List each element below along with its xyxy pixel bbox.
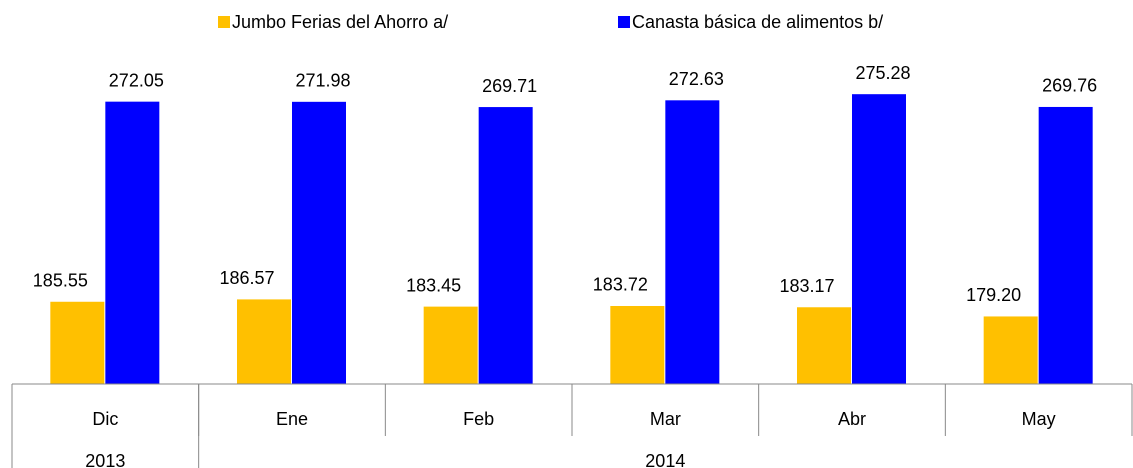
bar (665, 100, 720, 385)
x-tick-label: May (1022, 409, 1056, 429)
bar (237, 299, 291, 384)
x-tick-label: Ene (276, 409, 308, 429)
data-label: 269.76 (1042, 76, 1097, 96)
x-tick-label: Mar (650, 409, 681, 429)
bar (423, 306, 478, 384)
data-label: 185.55 (33, 271, 88, 291)
data-label: 269.71 (482, 76, 537, 96)
bar (852, 94, 906, 384)
data-label: 272.05 (109, 70, 164, 90)
legend-label: Jumbo Ferias del Ahorro a/ (232, 12, 448, 32)
x-tick-label: Feb (463, 409, 494, 429)
data-label: 183.17 (779, 276, 834, 296)
bar (983, 316, 1038, 384)
bar (292, 101, 346, 384)
group-label: 2013 (85, 451, 125, 468)
data-label: 271.98 (295, 71, 350, 91)
group-label: 2014 (645, 451, 685, 468)
legend-label: Canasta básica de alimentos b/ (632, 12, 883, 32)
data-label: 179.20 (966, 285, 1021, 305)
bar (610, 305, 665, 384)
bar (478, 107, 533, 385)
x-tick-label: Dic (92, 409, 118, 429)
legend-swatch (618, 16, 630, 28)
data-label: 186.57 (219, 268, 274, 288)
data-label: 272.63 (669, 69, 724, 89)
bar (105, 101, 160, 385)
x-tick-label: Abr (838, 409, 866, 429)
data-label: 275.28 (855, 63, 910, 83)
bar (50, 301, 105, 384)
data-label: 183.45 (406, 275, 461, 295)
bar (797, 307, 851, 384)
bar (1038, 106, 1093, 384)
legend-swatch (218, 16, 230, 28)
data-label: 183.72 (593, 275, 648, 295)
